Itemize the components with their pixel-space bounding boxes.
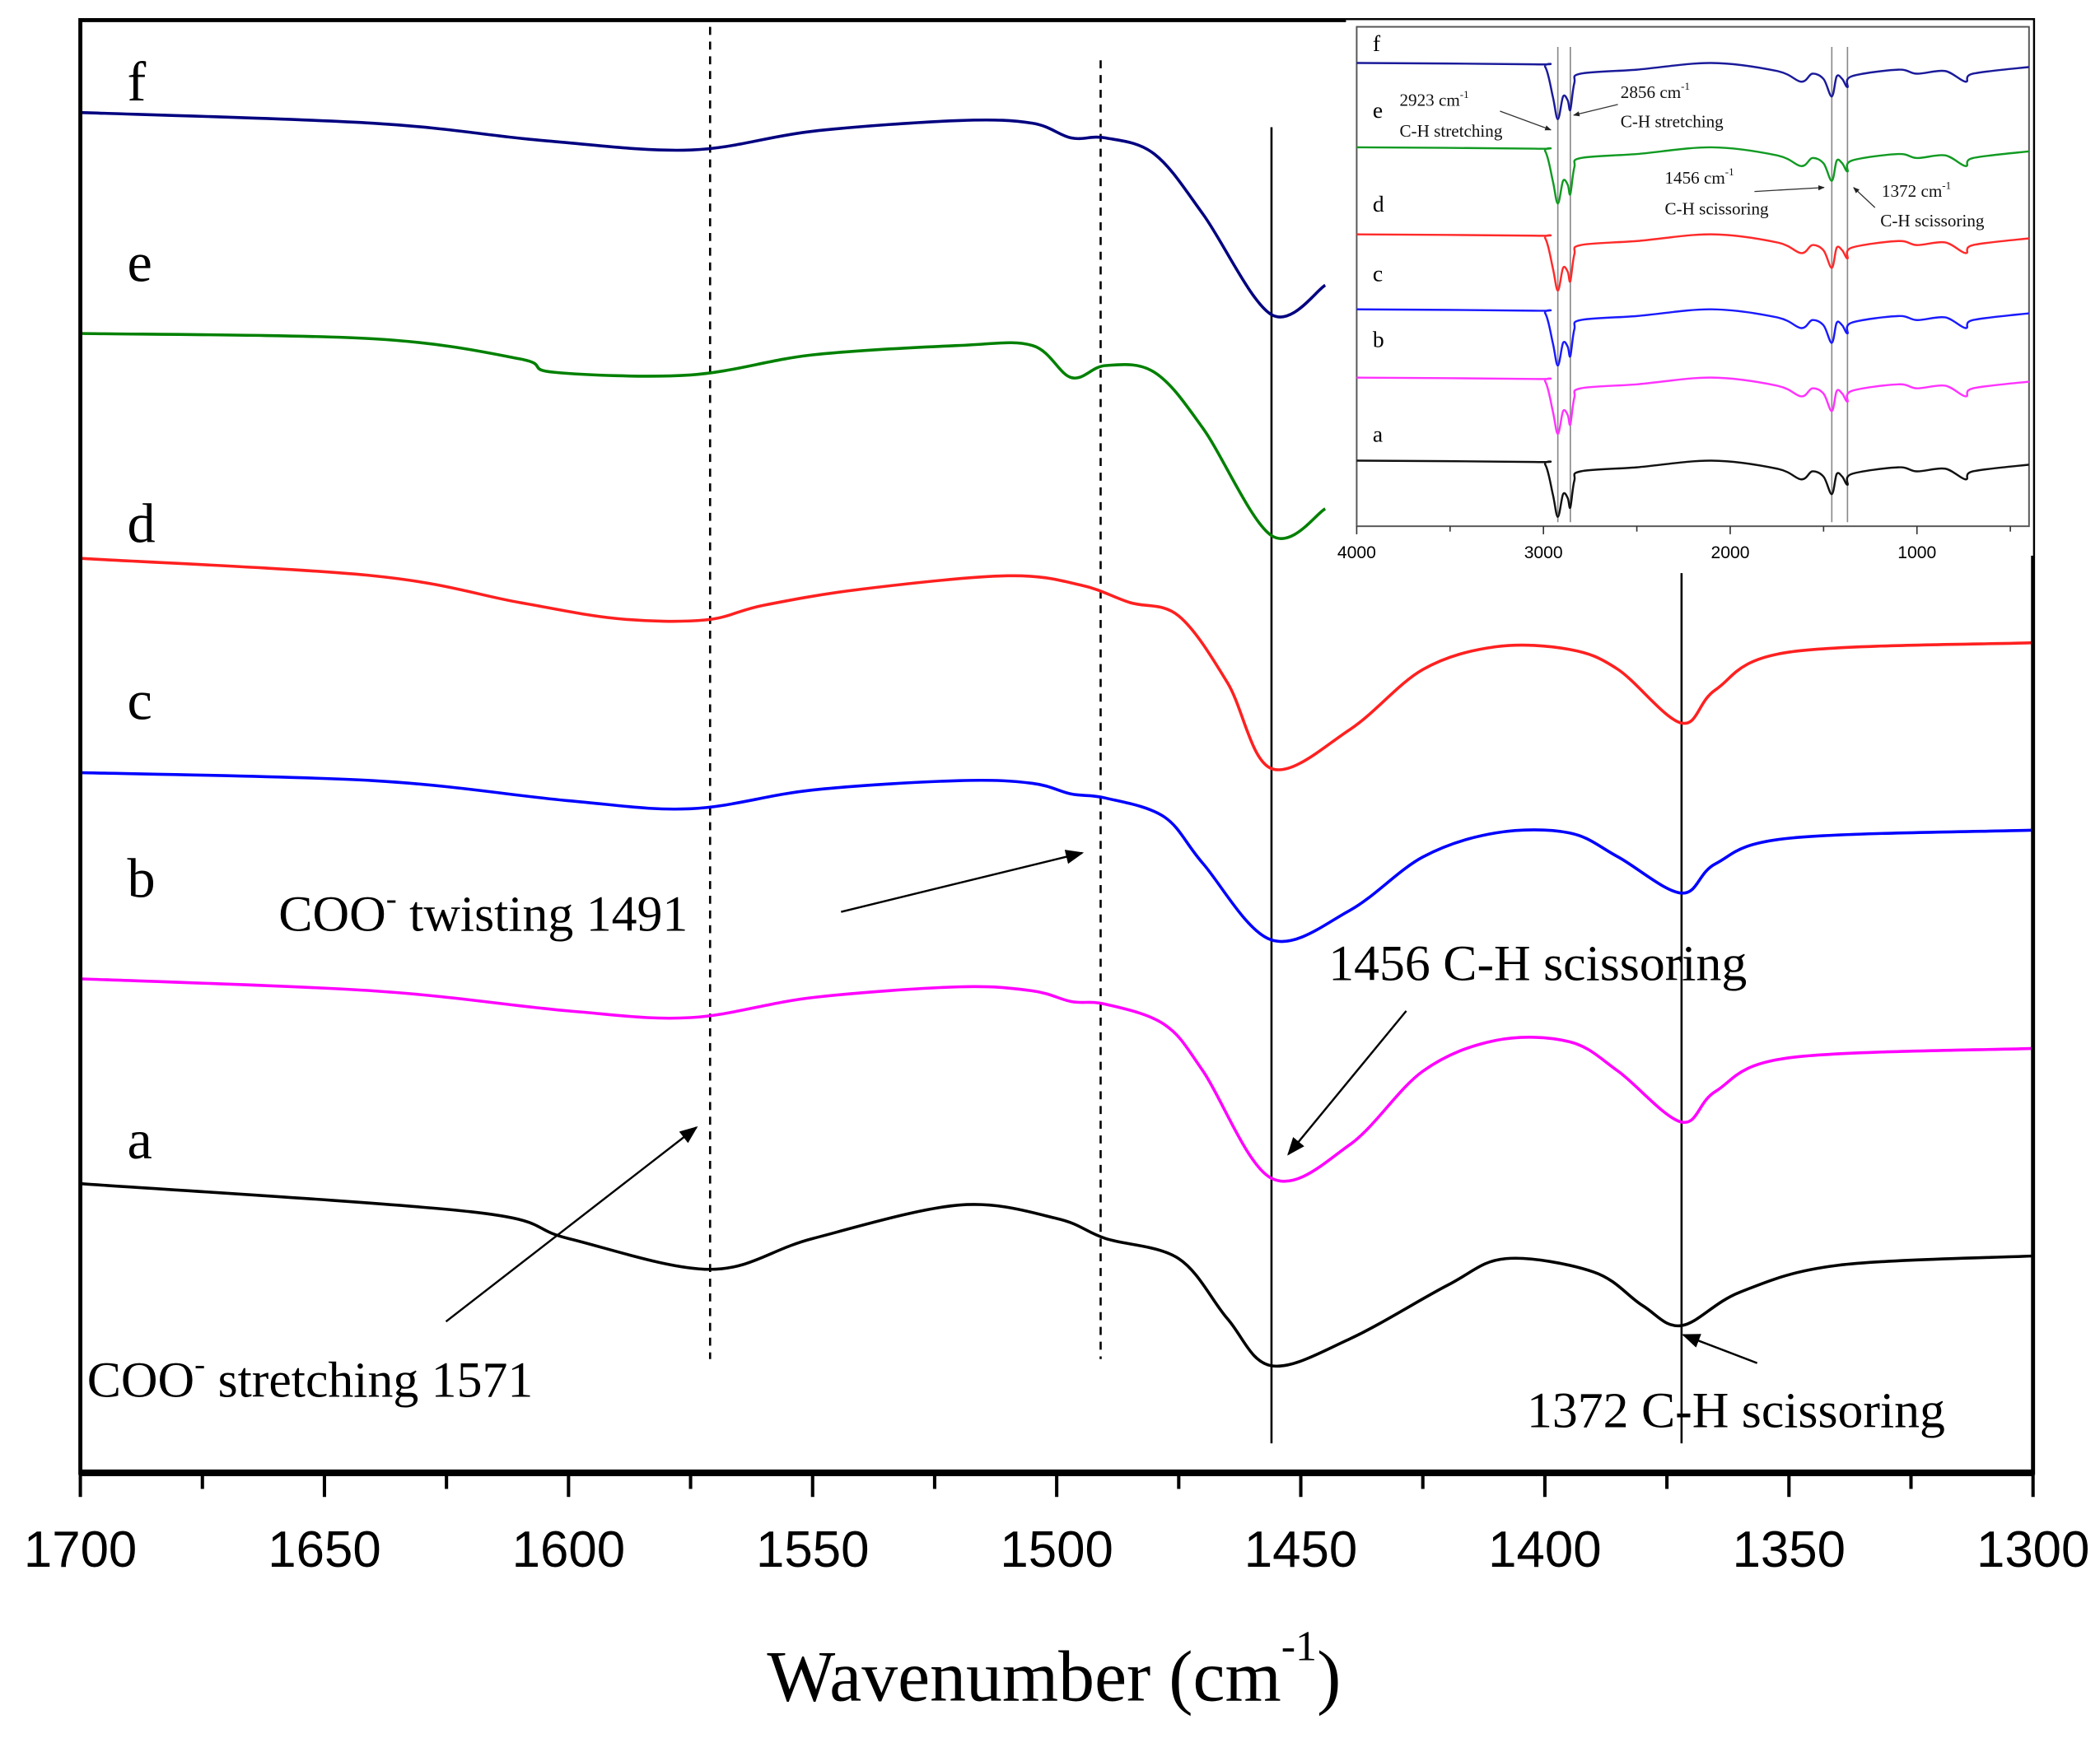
series-line-c xyxy=(80,771,2033,944)
inset-annotation-2923: 2923 cm-1 xyxy=(1399,88,1468,110)
inset-series-line-f xyxy=(1356,62,2029,121)
arrow-coo-stretching xyxy=(445,1126,698,1323)
reference-lines xyxy=(708,26,1683,1444)
x-tick-label: 1500 xyxy=(1000,1521,1113,1578)
series-line-e xyxy=(80,332,1327,540)
curve-label-d: d xyxy=(127,492,155,555)
inset-series-line-d xyxy=(1356,233,2029,292)
inset-series-line-c xyxy=(1356,308,2029,367)
curve-label-f: f xyxy=(127,50,146,113)
inset-curve-label-e: e xyxy=(1373,97,1383,123)
inset-curve-label-b: b xyxy=(1373,326,1384,352)
inset-annotation-1372-desc: C-H scissoring xyxy=(1880,211,1985,231)
inset-annotation-1456-desc: C-H scissoring xyxy=(1664,198,1769,218)
inset-annotation-2856: 2856 cm-1 xyxy=(1621,80,1690,102)
inset-frame xyxy=(1356,26,2030,528)
x-tick-label: 1350 xyxy=(1733,1521,1846,1578)
series-layer xyxy=(80,110,2033,1368)
arrow-coo-twisting xyxy=(841,850,1085,913)
inset-chart: 4000 3000 2000 1000 f e d c b a 2923 cm-1 C-H st… xyxy=(1337,20,2033,562)
x-axis-title: Wavenumber (cm-1) xyxy=(767,1624,1341,1717)
curve-label-e: e xyxy=(127,231,152,294)
x-tick-label: 1450 xyxy=(1244,1521,1357,1578)
x-ticks: 1700 1650 1600 1550 1500 1450 1400 1350 1300 xyxy=(24,1472,2089,1578)
arrow-1372 xyxy=(1682,1334,1758,1364)
x-tick-label: 1700 xyxy=(24,1521,137,1578)
series-line-b xyxy=(80,977,2033,1183)
inset-x-tick-label: 1000 xyxy=(1897,543,1936,562)
annotation-coo-twisting: COO- twisting 1491 xyxy=(278,881,688,942)
annotation-1456: 1456 C-H scissoring xyxy=(1328,935,1747,991)
inset-series-line-b xyxy=(1356,376,2029,436)
x-tick-label: 1600 xyxy=(512,1521,625,1578)
x-tick-label: 1300 xyxy=(1976,1521,2089,1578)
curve-label-c: c xyxy=(127,669,152,731)
arrow-1456 xyxy=(1287,1010,1407,1156)
curve-label-b: b xyxy=(127,847,155,910)
series-line-a xyxy=(80,1181,2033,1368)
series-line-d xyxy=(80,557,2033,771)
inset-curve-label-f: f xyxy=(1373,30,1381,56)
x-tick-label: 1400 xyxy=(1488,1521,1601,1578)
annotation-1372: 1372 C-H scissoring xyxy=(1527,1383,1945,1439)
inset-annotation-1456: 1456 cm-1 xyxy=(1664,165,1734,188)
inset-curve-label-a: a xyxy=(1373,422,1383,447)
curve-label-a: a xyxy=(127,1108,152,1171)
inset-annotation-2856-desc: C-H stretching xyxy=(1621,112,1724,132)
x-tick-label: 1550 xyxy=(756,1521,869,1578)
inset-series-line-a xyxy=(1356,459,2029,519)
annotation-coo-stretching: COO- stretching 1571 xyxy=(87,1347,534,1408)
inset-x-tick-label: 2000 xyxy=(1710,543,1749,562)
inset-x-tick-label: 4000 xyxy=(1337,543,1376,562)
inset-annotation-1372: 1372 cm-1 xyxy=(1882,179,1951,201)
inset-curve-label-c: c xyxy=(1373,261,1383,287)
inset-x-tick-label: 3000 xyxy=(1524,543,1563,562)
inset-curve-label-d: d xyxy=(1373,191,1384,217)
x-tick-label: 1650 xyxy=(268,1521,380,1578)
inset-annotation-2923-desc: C-H stretching xyxy=(1399,121,1502,141)
inset-series-line-e xyxy=(1356,146,2029,205)
series-line-f xyxy=(80,110,1327,319)
